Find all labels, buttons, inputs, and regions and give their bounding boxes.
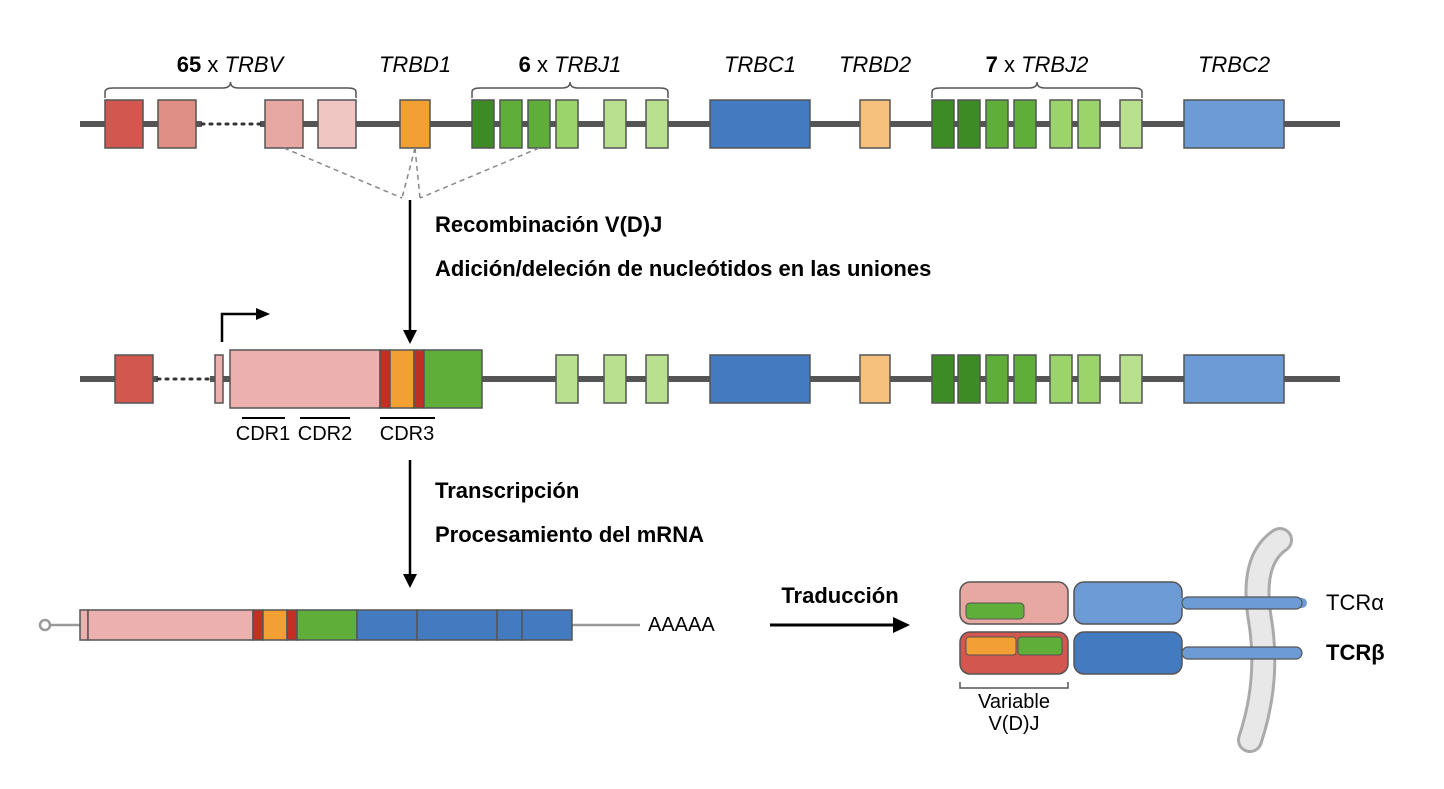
step-vdj-label-2: Adición/deleción de nucleótidos en las u… xyxy=(435,256,931,281)
label-trbd2: TRBD2 xyxy=(839,52,911,77)
gene-segment-row1-4 xyxy=(400,100,430,148)
label-trbj1: 6 x TRBJ1 xyxy=(519,52,622,77)
variable-label-2: V(D)J xyxy=(988,713,1039,735)
gene-segment-row2-16 xyxy=(1050,355,1072,403)
mrna-segment-0 xyxy=(80,610,88,640)
gene-segment-row2-14 xyxy=(986,355,1008,403)
gene-segment-row2-18 xyxy=(1120,355,1142,403)
gene-segment-row2-10 xyxy=(710,355,810,403)
step-transcription-label: Transcripción xyxy=(435,478,579,503)
gene-segment-row1-18 xyxy=(1078,100,1100,148)
label-trbv: 65 x TRBV xyxy=(177,52,286,77)
gene-segment-row2-4 xyxy=(390,350,414,408)
gene-segment-row1-2 xyxy=(265,100,303,148)
cdr1-label: CDR1 xyxy=(236,423,290,445)
gene-segment-row2-11 xyxy=(860,355,890,403)
gene-segment-row2-5 xyxy=(414,350,424,408)
gene-segment-row1-7 xyxy=(528,100,550,148)
label-trbj2: 7 x TRBJ2 xyxy=(986,52,1089,77)
gene-segment-row1-0 xyxy=(105,100,143,148)
step-translation-label: Traducción xyxy=(781,583,898,608)
gene-segment-row2-8 xyxy=(604,355,626,403)
poly-a-tail: AAAAA xyxy=(648,614,715,636)
mrna-segment-5 xyxy=(297,610,357,640)
gene-segment-row1-16 xyxy=(1014,100,1036,148)
gene-segment-row2-17 xyxy=(1078,355,1100,403)
variable-label-1: Variable xyxy=(978,691,1050,713)
mrna-segment-4 xyxy=(287,610,297,640)
gene-segment-row1-17 xyxy=(1050,100,1072,148)
tss-arrow xyxy=(222,314,260,342)
mrna-segment-6 xyxy=(357,610,417,640)
mrna-segment-2 xyxy=(253,610,263,640)
gene-segment-row2-2 xyxy=(230,350,380,408)
gene-segment-row1-6 xyxy=(500,100,522,148)
cdr2-label: CDR2 xyxy=(298,423,352,445)
gene-segment-row1-1 xyxy=(158,100,196,148)
label-trbc2: TRBC2 xyxy=(1198,52,1270,77)
tcra-label: TCRα xyxy=(1326,590,1384,615)
mrna-segment-3 xyxy=(263,610,287,640)
gene-segment-row2-1 xyxy=(215,355,223,403)
tcrb-constant xyxy=(1074,632,1182,674)
mrna-segment-9 xyxy=(522,610,572,640)
tcra-constant xyxy=(1074,582,1182,624)
mrna-segment-1 xyxy=(88,610,253,640)
gene-segment-row1-11 xyxy=(710,100,810,148)
label-trbc1: TRBC1 xyxy=(724,52,796,77)
gene-segment-row1-15 xyxy=(986,100,1008,148)
gene-segment-row2-13 xyxy=(958,355,980,403)
gene-segment-row2-12 xyxy=(932,355,954,403)
gene-segment-row2-6 xyxy=(424,350,482,408)
step-vdj-label-1: Recombinación V(D)J xyxy=(435,212,662,237)
step-processing-label: Procesamiento del mRNA xyxy=(435,522,704,547)
cdr3-label: CDR3 xyxy=(380,423,434,445)
gene-segment-row1-12 xyxy=(860,100,890,148)
gene-segment-row2-9 xyxy=(646,355,668,403)
gene-segment-row1-14 xyxy=(958,100,980,148)
gene-segment-row2-7 xyxy=(556,355,578,403)
gene-segment-row1-10 xyxy=(646,100,668,148)
gene-segment-row1-9 xyxy=(604,100,626,148)
gene-segment-row1-13 xyxy=(932,100,954,148)
label-trbd1: TRBD1 xyxy=(379,52,451,77)
gene-segment-row1-19 xyxy=(1120,100,1142,148)
gene-segment-row2-0 xyxy=(115,355,153,403)
gene-segment-row2-19 xyxy=(1184,355,1284,403)
gene-segment-row1-3 xyxy=(318,100,356,148)
gene-segment-row2-3 xyxy=(380,350,390,408)
gene-segment-row1-20 xyxy=(1184,100,1284,148)
diagram-canvas: 65 x TRBV TRBD1 6 x TRBJ1 TRBC1 TRBD2 7 x TRB… xyxy=(0,0,1444,789)
mrna-segment-8 xyxy=(497,610,522,640)
mrna-segment-7 xyxy=(417,610,497,640)
gene-segment-row1-8 xyxy=(556,100,578,148)
gene-segment-row1-5 xyxy=(472,100,494,148)
gene-segment-row2-15 xyxy=(1014,355,1036,403)
mrna-cap xyxy=(40,620,50,630)
tcrb-label: TCRβ xyxy=(1326,640,1385,665)
